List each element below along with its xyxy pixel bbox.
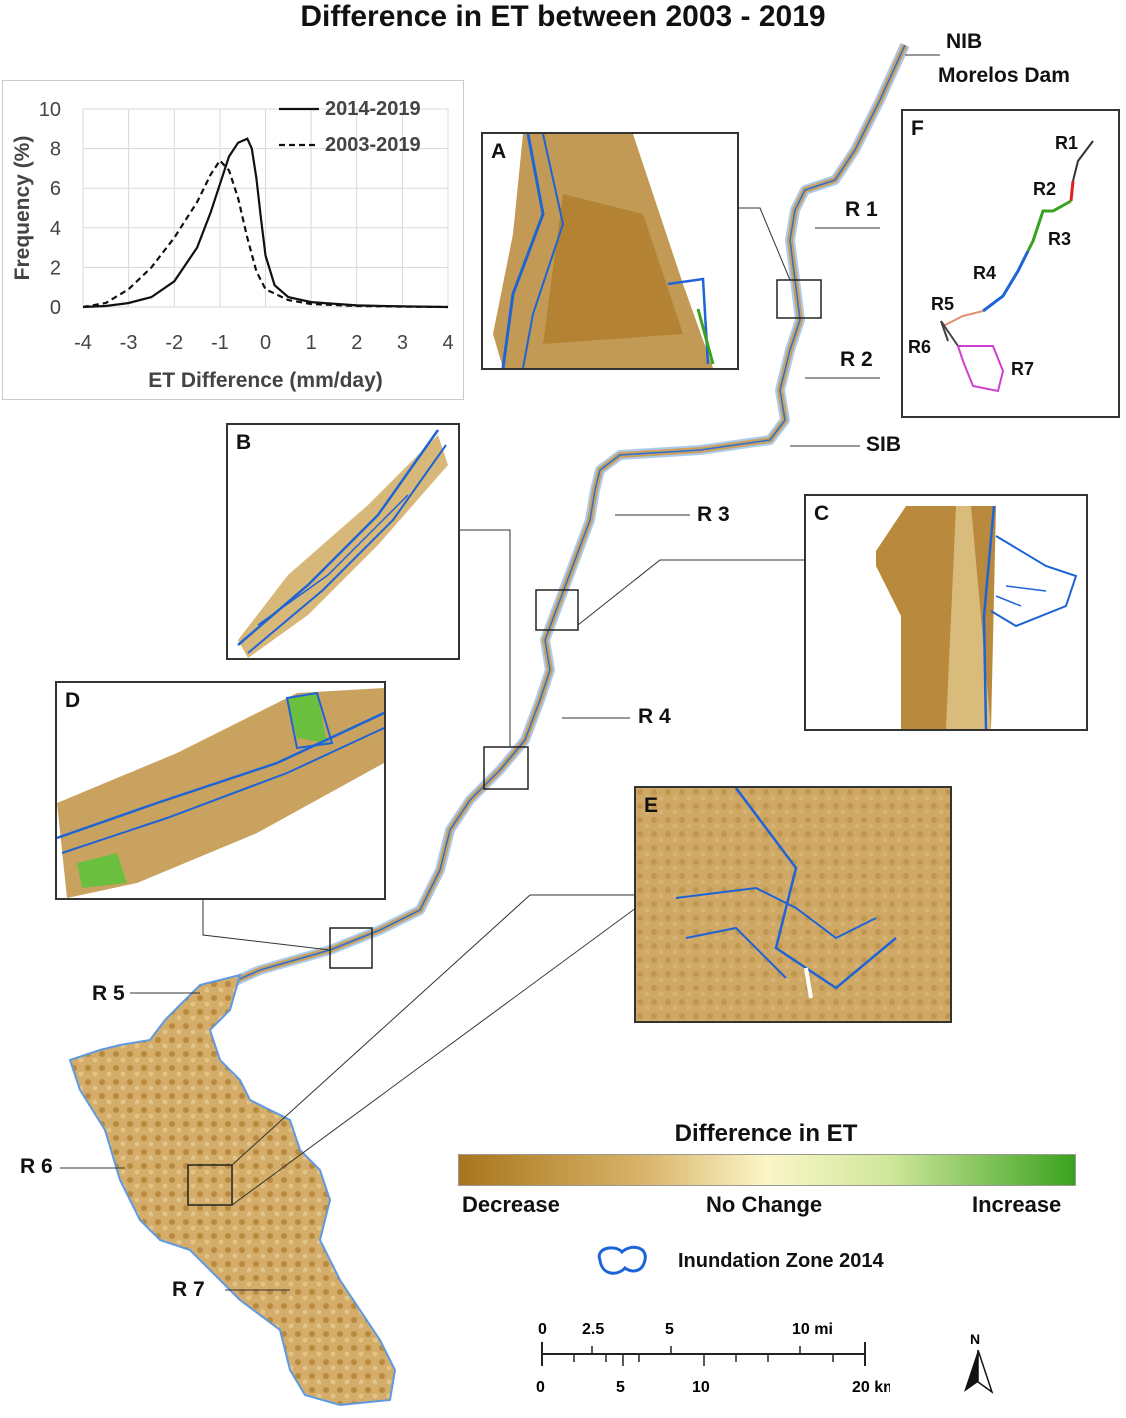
overview-label-r6: R6 (908, 337, 932, 357)
scale-mi-5: 5 (665, 1321, 674, 1338)
y-tick-label: 10 (39, 99, 61, 121)
locator-box-a (776, 279, 822, 319)
inundation-swatch-icon (597, 1245, 647, 1275)
overview-label-r2: R2 (1033, 179, 1057, 199)
y-tick-label: 4 (50, 218, 61, 240)
histogram-panel: -4 -3 -2 -1 0 1 2 3 4 0 2 4 6 8 10 ET Difference (mm/da… (2, 80, 464, 400)
overview-label-r1: R1 (1055, 133, 1079, 153)
inset-e: E (634, 786, 952, 1023)
legend-decrease-label: Decrease (462, 1192, 560, 1217)
reach-label-r2: R 2 (840, 348, 873, 371)
overview-label-r5: R5 (931, 294, 955, 314)
inset-e-label: E (644, 794, 659, 817)
scale-km-20: 20 km (852, 1379, 890, 1396)
x-tick-label: 1 (306, 332, 317, 354)
inset-f: F R1 R2 R3 R4 R5 R6 R7 (901, 109, 1120, 418)
y-tick-label: 8 (50, 139, 61, 161)
locator-box-c (535, 589, 579, 631)
inset-d-label: D (65, 689, 81, 712)
scale-km-10: 10 (692, 1379, 710, 1396)
series-line-2003-2019 (82, 158, 449, 309)
label-morelos-dam: Morelos Dam (938, 64, 1070, 87)
x-tick-label: -2 (165, 332, 183, 354)
legend-no-change-label: No Change (706, 1192, 823, 1217)
series-line-2014-2019 (82, 137, 449, 309)
north-arrow-icon: N (964, 1331, 994, 1394)
label-nib: NIB (946, 30, 983, 53)
reach-label-r3: R 3 (697, 503, 730, 526)
x-tick-label: 2 (351, 332, 362, 354)
x-tick-label: 4 (442, 332, 453, 354)
y-tick-label: 0 (50, 297, 61, 319)
reach-label-r6: R 6 (20, 1155, 53, 1178)
y-tick-label: 6 (50, 178, 61, 200)
histogram-chart: -4 -3 -2 -1 0 1 2 3 4 0 2 4 6 8 10 ET Difference (mm/da… (11, 98, 454, 392)
scale-mi-2-5: 2.5 (582, 1321, 604, 1338)
overview-label-r4: R4 (973, 263, 997, 283)
map-title: Difference in ET between 2003 - 2019 (300, 0, 826, 33)
reach-label-r7: R 7 (172, 1278, 205, 1301)
legend-increase-label: Increase (972, 1192, 1062, 1217)
x-tick-label: -4 (74, 332, 92, 354)
x-tick-label: 0 (260, 332, 271, 354)
legend-entry: 2003-2019 (325, 134, 421, 156)
y-tick-label: 2 (50, 257, 61, 279)
inset-c-label: C (814, 502, 830, 525)
scale-mi-10: 10 mi (792, 1321, 833, 1338)
legend-color-ramp (458, 1154, 1076, 1186)
inset-a: A (481, 132, 739, 370)
legend-title: Difference in ET (674, 1120, 858, 1147)
north-label: N (970, 1331, 980, 1347)
overview-label-r7: R7 (1011, 359, 1035, 379)
scale-bar: 0 2.5 5 10 mi 0 5 10 20 km (536, 1321, 890, 1396)
x-axis-label: ET Difference (mm/day) (148, 369, 383, 392)
scale-mi-0: 0 (538, 1321, 547, 1338)
locator-box-b (483, 746, 529, 790)
reach-label-r5: R 5 (92, 982, 125, 1005)
inset-c: C (804, 494, 1088, 731)
legend-inundation-label: Inundation Zone 2014 (678, 1250, 884, 1272)
overview-label-r3: R3 (1048, 229, 1072, 249)
x-tick-label: -3 (120, 332, 138, 354)
y-axis-label: Frequency (%) (11, 136, 34, 281)
x-tick-label: 3 (397, 332, 408, 354)
locator-box-e (187, 1164, 233, 1206)
scale-km-0: 0 (536, 1379, 545, 1396)
inset-d: D (55, 681, 386, 900)
reach-label-r1: R 1 (845, 198, 878, 221)
inset-a-label: A (491, 140, 507, 163)
inset-b-label: B (236, 431, 252, 454)
scale-km-5: 5 (616, 1379, 625, 1396)
reach-label-r4: R 4 (638, 705, 671, 728)
inset-b: B (226, 423, 460, 660)
legend-entry: 2014-2019 (325, 98, 421, 120)
locator-box-d (329, 927, 373, 969)
x-tick-label: -1 (211, 332, 229, 354)
inset-f-label: F (911, 117, 924, 140)
label-sib: SIB (866, 433, 902, 456)
